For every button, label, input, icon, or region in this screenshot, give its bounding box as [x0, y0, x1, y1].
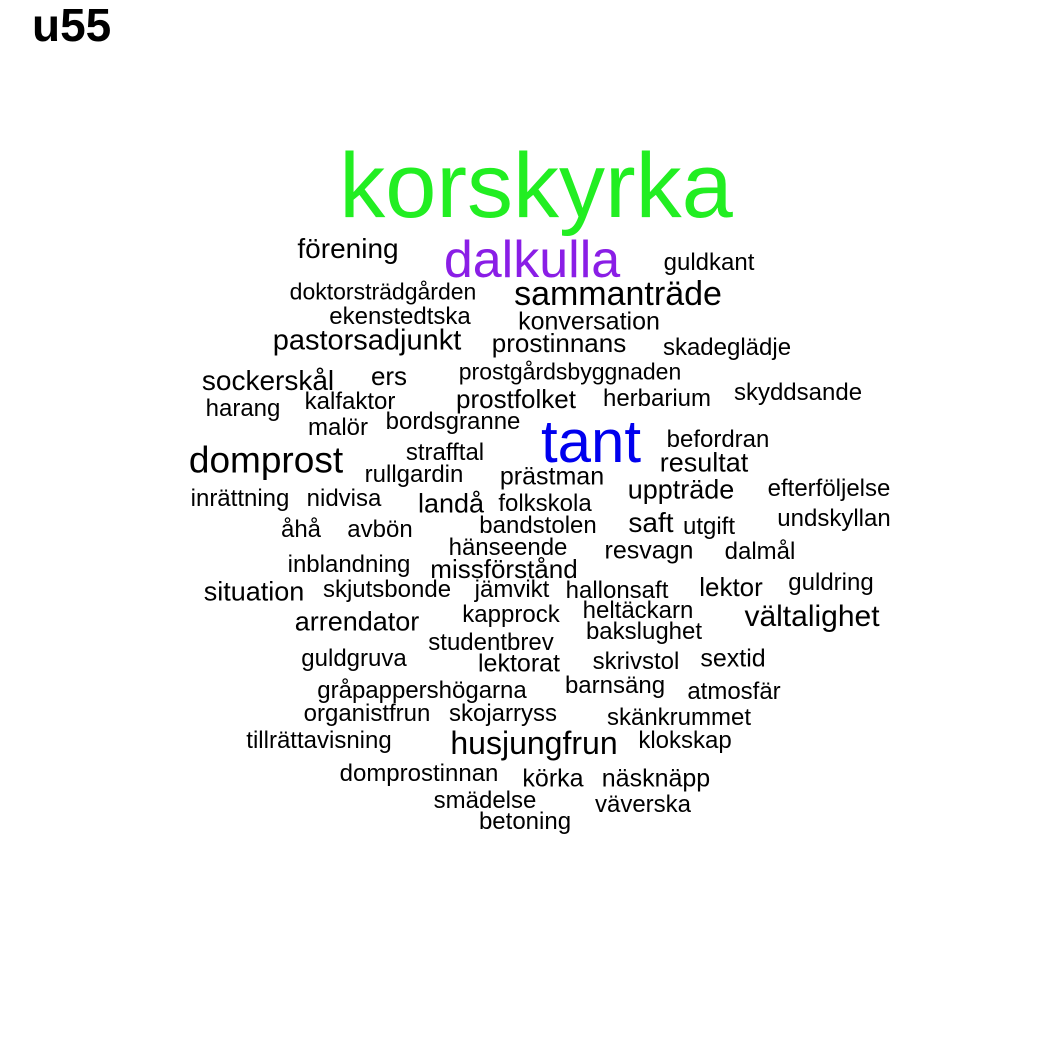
word-undskyllan: undskyllan: [777, 505, 891, 532]
word-bandstolen: bandstolen: [479, 512, 597, 539]
word-upptrade: uppträde: [627, 474, 735, 505]
word-skankrummet: skänkrummet: [606, 704, 752, 731]
word-guldkant: guldkant: [663, 249, 755, 276]
word-harang: harang: [205, 395, 281, 422]
word-inrattning: inrättning: [190, 485, 290, 512]
word-ers: ers: [370, 361, 408, 391]
word-sockerskal: sockerskål: [201, 365, 335, 396]
word-kalfaktor: kalfaktor: [304, 388, 396, 415]
word-hallonsaft: hallonsaft: [565, 577, 669, 604]
word-prostfolket: prostfolket: [456, 384, 576, 414]
word-folkskola: folkskola: [498, 490, 592, 517]
word-pastorsadjunkt: pastorsadjunkt: [272, 324, 462, 357]
word-korka: körka: [522, 764, 584, 793]
word-prostinnans: prostinnans: [491, 328, 627, 358]
word-malor: malör: [307, 414, 369, 441]
word-valtalighet: vältalighet: [744, 600, 880, 633]
word-organistfrun: organistfrun: [303, 700, 431, 727]
word-bakslughet: bakslughet: [585, 618, 703, 645]
word-lektorat: lektorat: [478, 649, 560, 678]
word-atmosfar: atmosfär: [687, 678, 781, 705]
word-befordran: befordran: [666, 426, 770, 453]
word-barnsang: barnsäng: [564, 672, 666, 699]
page-title: u55: [32, 0, 112, 51]
word-skojarryss: skojarryss: [448, 700, 558, 727]
word-sextid: sextid: [700, 644, 766, 673]
word-lektor: lektor: [699, 572, 763, 602]
word-skyddsande: skyddsande: [733, 379, 863, 406]
word-rullgardin: rullgardin: [364, 461, 464, 488]
word-smadelse: smädelse: [433, 787, 537, 814]
word-hanseende: hänseende: [448, 534, 568, 561]
word-strafftal: strafftal: [405, 439, 485, 466]
word-guldgruva: guldgruva: [301, 645, 407, 672]
word-resvagn: resvagn: [604, 536, 694, 565]
word-arrendator: arrendator: [294, 606, 420, 637]
word-herbarium: herbarium: [602, 385, 712, 412]
word-heltackarn: heltäckarn: [582, 597, 694, 624]
word-kapprock: kapprock: [462, 601, 560, 628]
word-sammantrade: sammanträde: [514, 275, 722, 313]
word-dalmal: dalmål: [724, 538, 796, 565]
word-betoning: betoning: [478, 808, 572, 835]
word-nasknapp: näsknäpp: [601, 764, 711, 793]
word-avbon: avbön: [347, 516, 413, 543]
word-resultat: resultat: [659, 447, 749, 478]
word-prastman: prästman: [499, 462, 605, 491]
word-husjungfrun: husjungfrun: [450, 725, 618, 761]
word-landa: landå: [417, 488, 485, 519]
word-konversation: konversation: [518, 307, 660, 336]
word-tant: tant: [540, 408, 642, 475]
word-dalkulla: dalkulla: [443, 231, 621, 289]
word-forening: förening: [297, 233, 399, 264]
word-skjutsbonde: skjutsbonde: [322, 576, 452, 603]
word-klokskap: klokskap: [638, 727, 732, 754]
word-missforstand: missförstånd: [430, 554, 578, 584]
word-guldring: guldring: [788, 569, 874, 596]
word-doktorstradgarden: doktorsträdgården: [289, 278, 477, 305]
word-situation: situation: [203, 576, 305, 607]
word-aha: åhå: [280, 516, 322, 543]
word-skadegladje: skadeglädje: [662, 334, 792, 361]
word-inblandning: inblandning: [287, 551, 411, 578]
word-efterfoljelse: efterföljelse: [767, 475, 891, 502]
word-vaverska: väverska: [594, 791, 692, 818]
word-nidvisa: nidvisa: [306, 485, 382, 512]
word-domprostinnan: domprostinnan: [339, 760, 499, 787]
word-utgift: utgift: [682, 513, 736, 540]
word-prostgardsbyggnaden: prostgårdsbyggnaden: [458, 358, 682, 385]
word-grapappershogarna: gråpappershögarna: [317, 677, 527, 704]
word-domprost: domprost: [188, 439, 344, 481]
word-bordsgranne: bordsgranne: [385, 408, 521, 435]
word-jamvikt: jämvikt: [474, 576, 550, 603]
word-tillrattavisning: tillrättavisning: [246, 727, 392, 754]
word-korskyrka: korskyrka: [339, 135, 733, 237]
word-ekenstedtska: ekenstedtska: [329, 303, 471, 330]
word-saft: saft: [628, 507, 674, 538]
word-skrivstol: skrivstol: [592, 648, 680, 675]
word-studentbrev: studentbrev: [428, 629, 554, 656]
